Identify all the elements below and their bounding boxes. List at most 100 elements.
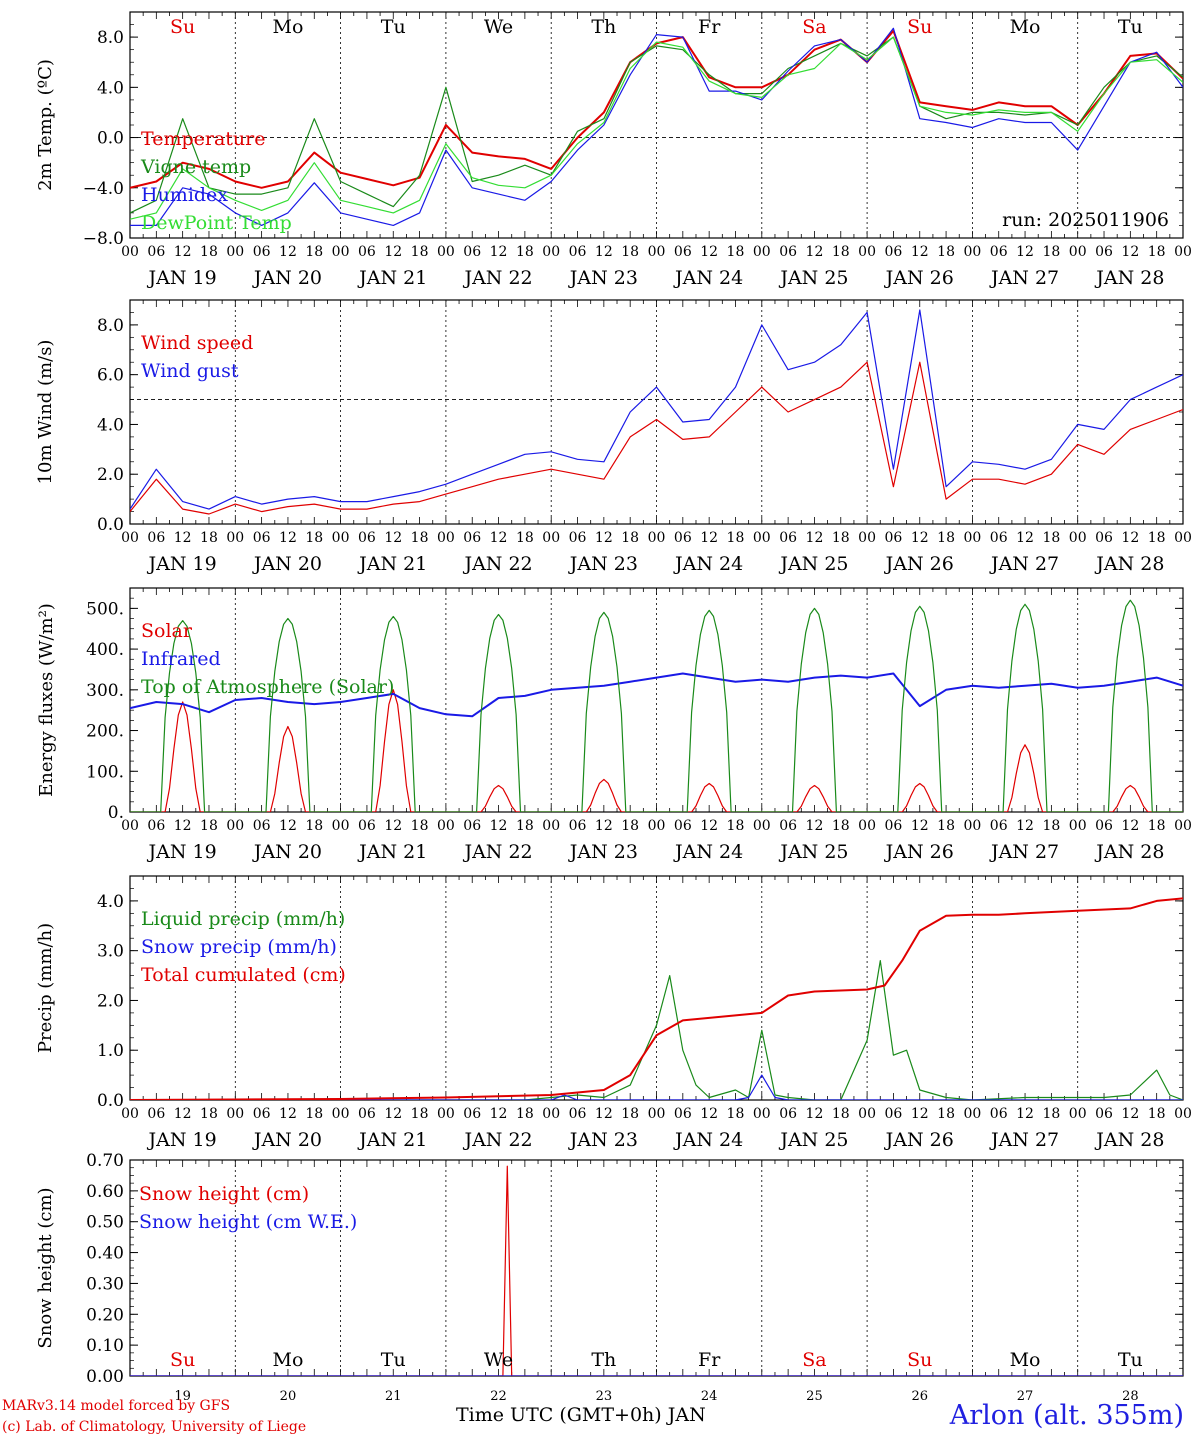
y-axis-label: Snow height (cm)	[35, 1187, 56, 1348]
y-tick-label: 6.0	[97, 366, 124, 386]
day-label: JAN 26	[884, 1129, 954, 1151]
hour-tick-label: 00	[648, 1106, 666, 1122]
hour-tick-label: 00	[437, 244, 455, 260]
hour-tick-label: 12	[1121, 244, 1139, 260]
x-axis-title: Time UTC (GMT+0h) JAN	[456, 1404, 706, 1426]
hour-tick-label: 06	[253, 530, 271, 546]
hour-tick-label: 12	[1121, 530, 1139, 546]
y-tick-label: 4.0	[97, 892, 124, 912]
series-line-liquid-precip-mm-h-	[130, 959, 1183, 1100]
weekday-label: Tu	[1118, 16, 1143, 38]
y-tick-label: 8.0	[97, 316, 124, 336]
panel-2: 0.0 2.0 4.0 6.0 8.0 10m Wind (m/s) Wind speed W…	[35, 299, 1192, 575]
day-label: JAN 28	[1094, 1129, 1164, 1151]
hour-tick-label: 12	[806, 1106, 824, 1122]
day-label: JAN 25	[778, 553, 848, 575]
panel-4: 0.0 1.0 2.0 3.0 4.0 Precip (mm/h) Liquid preci…	[35, 875, 1192, 1151]
hour-tick-label: 06	[1095, 530, 1113, 546]
weekday-label: Fr	[698, 1349, 721, 1371]
day-label: JAN 23	[568, 553, 638, 575]
day-label: JAN 22	[462, 267, 532, 289]
day-label: JAN 22	[462, 553, 532, 575]
hour-tick-label: 06	[147, 818, 165, 834]
hour-tick-label: 12	[595, 1106, 613, 1122]
hour-tick-label: 12	[806, 530, 824, 546]
y-tick-label: 0.	[108, 803, 124, 823]
y-tick-label: 8.0	[97, 28, 124, 48]
hour-tick-label: 00	[963, 818, 981, 834]
credit-line-2: (c) Lab. of Climatology, University of L…	[2, 1419, 307, 1435]
hour-tick-label: 00	[858, 530, 876, 546]
hour-tick-label: 06	[147, 530, 165, 546]
hour-tick-label: 12	[384, 530, 402, 546]
hour-tick-label: 00	[753, 818, 771, 834]
hour-tick-label: 06	[885, 1106, 903, 1122]
legend-entry: Wind gust	[141, 360, 239, 382]
panel-5: 0.00 0.10 0.20 0.30 0.40 0.50 0.60 0.70 Snow hei…	[35, 1151, 1184, 1404]
panel-1: −8.0 −4.0 0.0 4.0 8.0 2m Temp. (ºC) Temperatur…	[35, 11, 1192, 289]
hour-tick-label: 18	[937, 530, 955, 546]
y-tick-label: 0.00	[86, 1367, 124, 1387]
bottom-day-number: 23	[596, 1389, 613, 1404]
y-tick-label: 2.0	[97, 991, 124, 1011]
hour-tick-label: 18	[305, 818, 323, 834]
weekday-label: Su	[170, 16, 195, 38]
hour-tick-label: 12	[1016, 1106, 1034, 1122]
y-tick-label: 0.20	[86, 1305, 124, 1325]
hour-tick-label: 18	[200, 530, 218, 546]
hour-tick-label: 18	[727, 1106, 745, 1122]
hour-tick-label: 00	[753, 530, 771, 546]
hour-tick-label: 18	[305, 244, 323, 260]
hour-tick-label: 06	[990, 818, 1008, 834]
hour-tick-label: 12	[700, 1106, 718, 1122]
hour-tick-label: 00	[1174, 818, 1192, 834]
bottom-day-number: 21	[385, 1389, 402, 1404]
hour-tick-label: 00	[1069, 530, 1087, 546]
y-axis-label: 2m Temp. (ºC)	[35, 59, 56, 191]
hour-tick-label: 00	[963, 244, 981, 260]
hour-tick-label: 18	[832, 818, 850, 834]
hour-tick-label: 18	[411, 244, 429, 260]
hour-tick-label: 18	[1042, 244, 1060, 260]
hour-tick-label: 12	[384, 244, 402, 260]
hour-tick-label: 00	[542, 530, 560, 546]
hour-tick-label: 06	[253, 1106, 271, 1122]
day-label: JAN 24	[673, 841, 743, 863]
hour-tick-label: 12	[1121, 1106, 1139, 1122]
hour-tick-label: 06	[674, 1106, 692, 1122]
series-line-snow-height-cm-	[130, 1165, 1183, 1376]
weekday-label: Tu	[381, 16, 406, 38]
hour-tick-label: 06	[779, 818, 797, 834]
series-line-wind-speed	[130, 361, 1183, 515]
day-label: JAN 19	[147, 267, 217, 289]
hour-tick-label: 12	[700, 530, 718, 546]
bottom-day-number: 19	[174, 1389, 191, 1404]
hour-tick-label: 12	[490, 530, 508, 546]
credit-line-1: MARv3.14 model forced by GFS	[2, 1398, 231, 1414]
hour-tick-label: 12	[384, 1106, 402, 1122]
legend-entry: Vigne temp	[140, 156, 251, 178]
hour-tick-label: 06	[674, 244, 692, 260]
legend-entry: Temperature	[141, 128, 265, 150]
legend-entry: Top of Atmosphere (Solar)	[141, 676, 394, 698]
weekday-label: Mo	[272, 16, 303, 38]
hour-tick-label: 18	[411, 818, 429, 834]
y-tick-label: 0.70	[86, 1151, 124, 1171]
hour-tick-label: 00	[648, 818, 666, 834]
hour-tick-label: 18	[1042, 530, 1060, 546]
hour-tick-label: 00	[1069, 1106, 1087, 1122]
hour-tick-label: 18	[1148, 244, 1166, 260]
hour-tick-label: 06	[569, 818, 587, 834]
hour-tick-label: 12	[174, 1106, 192, 1122]
hour-tick-label: 06	[253, 244, 271, 260]
legend-entry: Wind speed	[141, 332, 253, 354]
hour-tick-label: 00	[858, 244, 876, 260]
day-label: JAN 28	[1094, 841, 1164, 863]
day-label: JAN 23	[568, 841, 638, 863]
day-label: JAN 21	[357, 841, 427, 863]
hour-tick-label: 18	[200, 818, 218, 834]
hour-tick-label: 00	[121, 818, 139, 834]
hour-tick-label: 12	[595, 818, 613, 834]
hour-tick-label: 06	[1095, 1106, 1113, 1122]
